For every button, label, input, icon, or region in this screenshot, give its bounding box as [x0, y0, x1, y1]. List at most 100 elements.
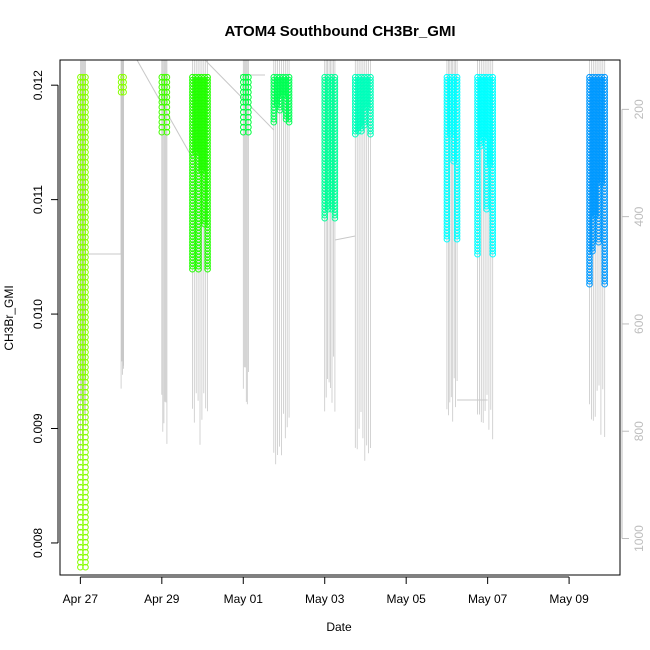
data-point	[163, 123, 171, 131]
data-point	[79, 243, 87, 251]
data-point	[82, 488, 89, 496]
data-point	[82, 458, 89, 466]
data-points-layer	[77, 73, 609, 571]
data-point	[117, 88, 125, 96]
data-point	[82, 88, 89, 96]
data-point	[79, 238, 87, 246]
data-point	[79, 328, 87, 336]
data-point	[331, 211, 339, 219]
data-point	[120, 73, 127, 81]
y2-tick-label: 1000	[632, 525, 646, 552]
data-point	[79, 253, 87, 261]
x-axis: Apr 27 Apr 29 May 01 May 03 May 05 May 07 May …	[63, 576, 589, 606]
data-point	[82, 218, 89, 226]
data-point	[82, 398, 89, 406]
data-point	[443, 232, 451, 240]
data-point	[82, 213, 89, 221]
data-point	[82, 178, 89, 186]
data-point	[82, 298, 89, 306]
data-point	[245, 108, 252, 116]
data-point	[79, 203, 87, 211]
data-point	[79, 208, 87, 216]
data-point	[163, 88, 171, 96]
data-point	[82, 83, 89, 91]
data-point	[79, 143, 87, 151]
data-point	[82, 463, 89, 471]
data-point	[79, 343, 87, 351]
secondary-y-axis: 200 400 600 800 1000	[621, 99, 646, 552]
data-point	[82, 268, 89, 276]
data-point	[82, 388, 89, 396]
x-tick-label: May 01	[224, 592, 264, 606]
data-point	[79, 273, 87, 281]
data-point	[158, 128, 166, 136]
data-point	[161, 93, 168, 101]
data-point	[245, 83, 252, 91]
data-point	[358, 127, 365, 135]
data-point	[82, 363, 89, 371]
data-point	[79, 223, 87, 231]
data-point	[79, 163, 87, 171]
x-tick-label: May 09	[549, 592, 589, 606]
data-point	[195, 265, 202, 273]
data-point	[79, 173, 87, 181]
data-point	[82, 168, 89, 176]
data-point	[79, 283, 87, 291]
data-point	[586, 280, 593, 288]
data-point	[82, 443, 89, 451]
data-point	[158, 98, 166, 106]
data-point	[161, 73, 168, 81]
data-point	[82, 158, 89, 166]
data-point	[82, 123, 89, 131]
y-tick-label: 0.012	[31, 70, 45, 100]
data-point	[82, 453, 89, 461]
data-point	[82, 513, 89, 521]
data-point	[489, 250, 497, 258]
data-point	[242, 73, 250, 81]
data-point	[79, 158, 87, 166]
data-point	[79, 258, 87, 266]
data-point	[82, 493, 89, 501]
data-point	[79, 373, 87, 381]
y2-tick-label: 800	[632, 421, 646, 441]
data-point	[82, 133, 89, 141]
data-point	[82, 293, 89, 301]
data-point	[453, 235, 461, 243]
data-point	[82, 328, 89, 336]
data-point	[82, 563, 89, 571]
data-point	[245, 73, 252, 81]
data-point	[158, 73, 166, 81]
data-point	[158, 123, 166, 131]
data-point	[82, 313, 89, 321]
data-point	[245, 128, 252, 136]
data-point	[163, 108, 171, 116]
pressure-trace	[334, 235, 356, 241]
data-point	[79, 353, 87, 361]
data-point	[82, 553, 89, 561]
data-point	[79, 128, 87, 136]
data-point	[331, 214, 339, 222]
data-point	[79, 108, 87, 116]
data-point	[240, 103, 247, 111]
data-point	[82, 403, 89, 411]
data-point	[82, 153, 89, 161]
data-point	[586, 277, 593, 285]
data-point	[589, 247, 596, 255]
data-point	[82, 448, 89, 456]
data-point	[79, 73, 87, 81]
data-point	[120, 83, 127, 91]
data-point	[245, 98, 252, 106]
data-point	[79, 368, 87, 376]
data-point	[79, 153, 87, 161]
data-point	[82, 413, 89, 421]
data-point	[82, 428, 89, 436]
data-point	[79, 178, 87, 186]
data-point	[195, 262, 202, 270]
data-point	[82, 393, 89, 401]
data-point	[240, 128, 247, 136]
data-point	[117, 83, 125, 91]
data-point	[79, 93, 87, 101]
data-point	[245, 78, 252, 86]
data-point	[242, 78, 250, 86]
data-point	[161, 78, 168, 86]
